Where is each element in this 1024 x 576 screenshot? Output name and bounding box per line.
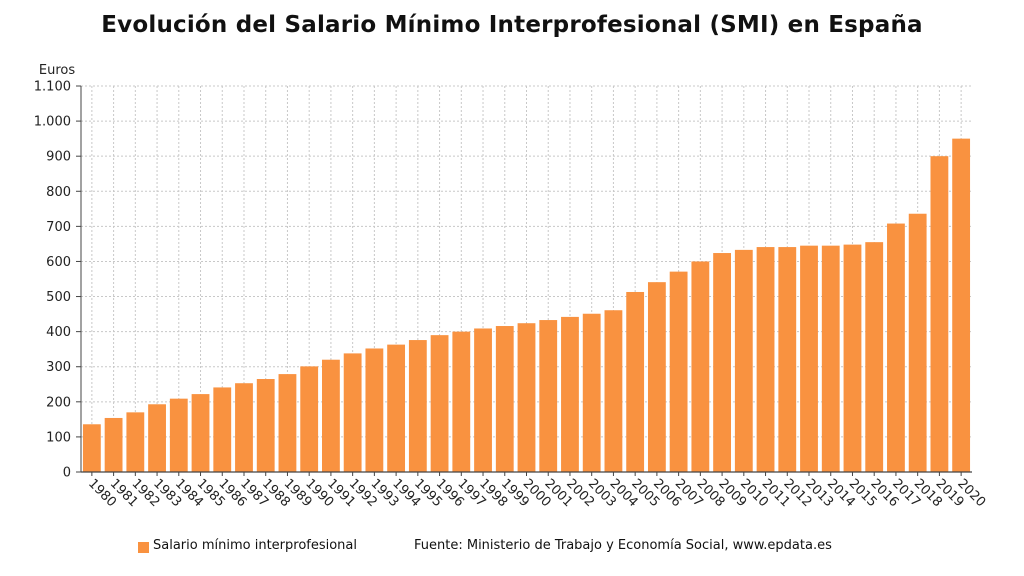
bar-2019 [930,156,949,472]
y-tick-label: 1.100 [34,80,71,95]
bar-2011 [756,247,775,472]
bar-1993 [365,348,384,472]
bar-2010 [734,249,753,472]
bar-1988 [256,379,275,472]
bar-1998 [474,328,492,472]
bar-2009 [713,253,731,472]
bar-1985 [191,394,210,472]
bar-2012 [778,247,797,472]
y-tick-label: 500 [46,290,71,305]
bar-1997 [452,331,471,472]
bar-2003 [582,313,601,472]
bar-2004 [604,310,623,472]
bar-2018 [908,213,927,473]
bar-2008 [691,261,710,472]
bar-1981 [104,417,123,472]
bar-1983 [148,404,166,472]
bar-1984 [169,398,188,472]
bar-1987 [235,383,253,472]
y-tick-label: 100 [46,430,71,445]
axes-group [76,85,972,476]
bar-2000 [517,323,536,472]
y-tick-label: 1.000 [34,115,71,130]
bar-1991 [322,359,340,472]
bar-1996 [430,335,449,472]
bar-2005 [626,291,645,472]
y-tick-label: 600 [46,255,71,270]
bar-2006 [647,282,666,472]
chart-footer: Salario mínimo interprofesional Fuente: … [0,538,1024,558]
bar-2013 [800,245,818,472]
chart-title: Evolución del Salario Mínimo Interprofes… [101,12,923,38]
bar-1992 [343,353,362,472]
y-tick-label: 300 [46,360,71,375]
bar-2020 [952,138,971,473]
bar-1986 [213,387,232,472]
y-tick-label: 900 [46,150,71,165]
y-axis-label: Euros [39,63,75,78]
y-tick-label: 200 [46,395,71,410]
bar-2015 [843,244,862,472]
y-tick-label: 0 [63,466,71,481]
bar-1989 [278,374,297,472]
bar-2001 [539,320,558,472]
bars-group [82,138,971,473]
bar-2002 [561,316,579,472]
bar-2007 [669,271,688,472]
bar-2014 [821,245,840,472]
y-tick-label: 700 [46,220,71,235]
bar-2017 [887,223,905,472]
x-tick-labels: 1980198119821983198419851986198719881989… [85,476,988,510]
legend-swatch [138,542,149,553]
y-tick-labels: 0 100 200 300 400 500 600 700 800 900 1.000 1.100 [34,80,71,481]
bar-1995 [408,340,427,472]
bar-2016 [865,242,884,472]
bar-1980 [82,424,101,472]
source-note: Fuente: Ministerio de Trabajo y Economía… [414,538,832,553]
bar-1990 [300,366,319,472]
bar-1999 [495,326,514,472]
bar-1982 [126,412,145,472]
bar-1994 [387,344,406,472]
y-tick-label: 400 [46,325,71,340]
legend-label: Salario mínimo interprofesional [153,538,358,553]
y-tick-label: 800 [46,185,71,200]
